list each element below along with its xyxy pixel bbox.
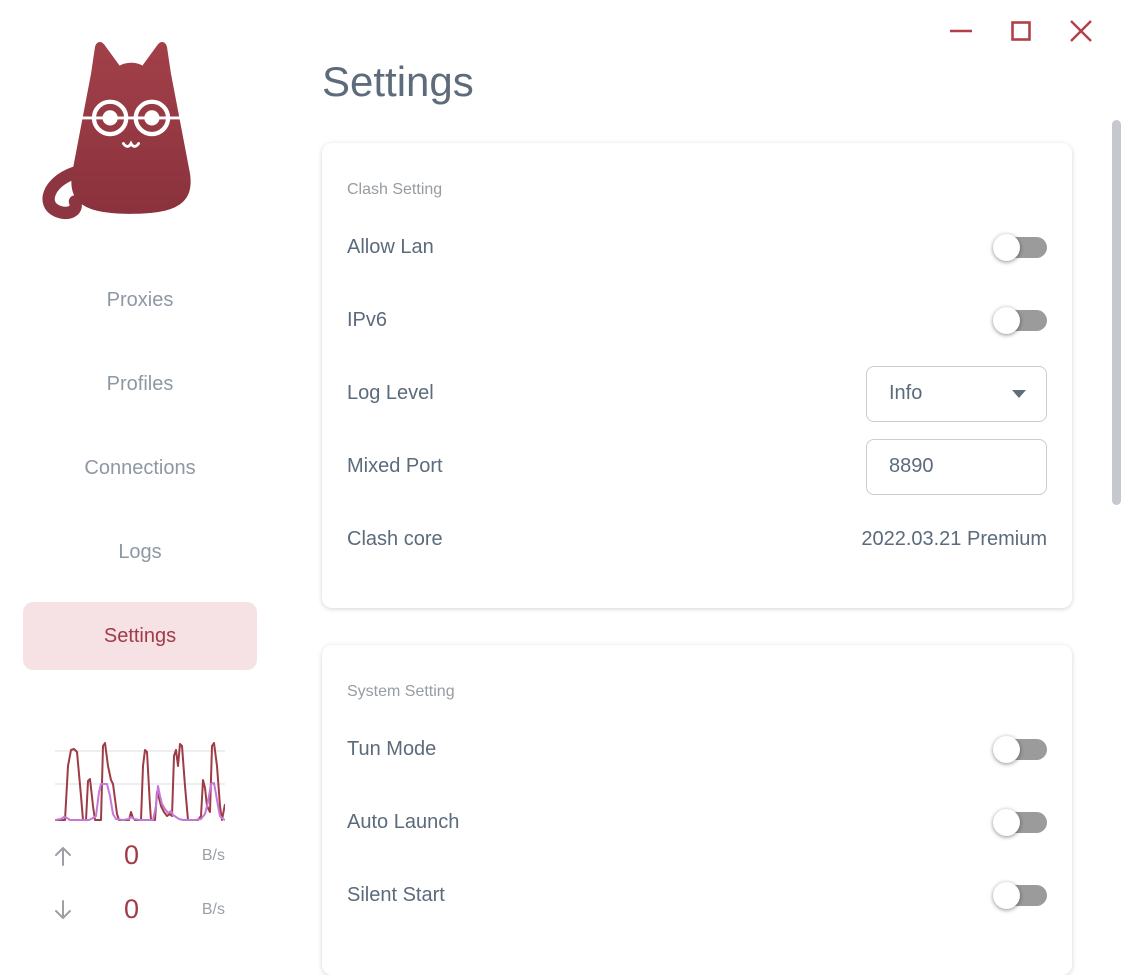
setting-row: Clash core 2022.03.21 Premium — [347, 503, 1047, 576]
sidebar-item-proxies[interactable]: Proxies — [106, 288, 174, 311]
sidebar-nav: Proxies Profiles Connections Logs Settings — [23, 266, 257, 686]
maximize-button[interactable] — [1002, 12, 1040, 50]
setting-row: Allow Lan — [347, 211, 1047, 284]
download-unit: B/s — [201, 900, 225, 918]
chevron-down-icon — [1012, 389, 1026, 398]
toggle-thumb — [993, 307, 1020, 334]
traffic-stats: 0 B/s 0 B/s — [52, 840, 225, 948]
scrollbar-thumb[interactable] — [1112, 120, 1121, 505]
clash-setting-card: Clash Setting Allow Lan IPv6 Log Level Info… — [322, 143, 1072, 608]
mixed-port-input[interactable] — [866, 438, 1047, 495]
download-speed: 0 — [123, 894, 140, 924]
section-rows: Tun Mode Auto Launch Silent Start — [347, 713, 1047, 932]
down-arrow-icon — [55, 899, 71, 919]
tun-mode-toggle[interactable] — [993, 736, 1047, 763]
upload-speed: 0 — [123, 840, 140, 870]
log-level-label: Log Level — [347, 382, 434, 404]
toggle-thumb — [993, 234, 1020, 261]
allow-lan-toggle[interactable] — [993, 234, 1047, 261]
page-title: Settings — [322, 58, 474, 105]
silent-start-label: Silent Start — [347, 884, 445, 906]
silent-start-toggle[interactable] — [993, 882, 1047, 909]
section-title: System Setting — [347, 683, 455, 700]
cat-tail — [42, 166, 82, 220]
setting-row: Auto Launch — [347, 786, 1047, 859]
sidebar-item-logs[interactable]: Logs — [118, 540, 162, 563]
setting-row: Mixed Port — [347, 430, 1047, 503]
auto-launch-label: Auto Launch — [347, 811, 460, 833]
window-controls — [942, 12, 1100, 50]
sidebar-item-profiles[interactable]: Profiles — [106, 372, 174, 395]
up-arrow-icon — [55, 846, 71, 866]
minimize-button[interactable] — [942, 12, 980, 50]
section-rows: Allow Lan IPv6 Log Level Info Mixed Port Clas… — [347, 211, 1047, 576]
toggle-thumb — [993, 809, 1020, 836]
close-button[interactable] — [1062, 12, 1100, 50]
traffic-series-up — [55, 742, 225, 821]
tun-mode-label: Tun Mode — [347, 738, 437, 760]
sidebar-item-settings[interactable]: Settings — [23, 602, 257, 670]
setting-row: Log Level Info — [347, 357, 1047, 430]
cat-left-eye — [102, 110, 118, 126]
clash-core-label: Clash core — [347, 528, 443, 550]
close-icon — [1070, 20, 1092, 42]
upload-row: 0 B/s — [52, 840, 225, 870]
section-title: Clash Setting — [347, 181, 443, 198]
ipv6-toggle[interactable] — [993, 307, 1047, 334]
traffic-series-down — [55, 782, 225, 821]
setting-row: Silent Start — [347, 859, 1047, 932]
sidebar: Proxies Profiles Connections Logs Settings 0… — [0, 0, 290, 937]
upload-unit: B/s — [201, 846, 225, 864]
sidebar-item-connections[interactable]: Connections — [84, 456, 196, 479]
allow-lan-label: Allow Lan — [347, 236, 434, 258]
log-level-select[interactable]: Info — [866, 365, 1047, 422]
minimize-icon — [950, 29, 972, 33]
toggle-thumb — [993, 882, 1020, 909]
setting-row: Tun Mode — [347, 713, 1047, 786]
setting-row: IPv6 — [347, 284, 1047, 357]
cat-right-lens — [133, 99, 171, 137]
system-setting-card: System Setting Tun Mode Auto Launch Silent… — [322, 645, 1072, 975]
mixed-port-label: Mixed Port — [347, 455, 443, 477]
cat-right-eye — [144, 110, 160, 126]
cat-body — [71, 42, 191, 214]
traffic-chart — [55, 742, 225, 821]
cat-mouth — [121, 140, 141, 148]
clash-core-value: 2022.03.21 Premium — [861, 528, 1047, 550]
download-row: 0 B/s — [52, 894, 225, 924]
cat-logo — [42, 42, 191, 220]
ipv6-label: IPv6 — [347, 309, 388, 331]
select-value: Info — [889, 382, 923, 404]
auto-launch-toggle[interactable] — [993, 809, 1047, 836]
toggle-thumb — [993, 736, 1020, 763]
maximize-icon — [1011, 21, 1031, 41]
cat-left-lens — [91, 99, 129, 137]
